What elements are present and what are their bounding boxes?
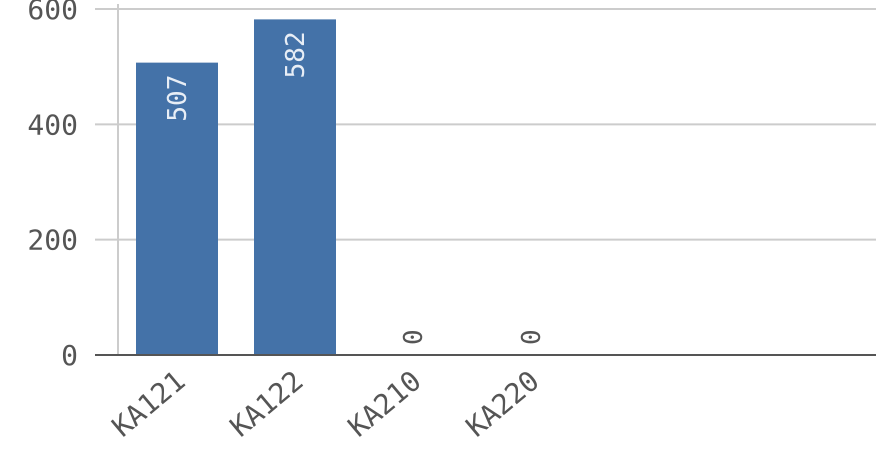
y-tick-label: 600 (27, 0, 78, 26)
gridlines (95, 8, 876, 241)
bars (136, 19, 336, 355)
data-label: 0 (517, 329, 547, 345)
data-labels: 507 582 0 0 (163, 31, 547, 345)
y-tick-label: 0 (61, 339, 78, 372)
y-tick-labels: 0 200 400 600 (27, 0, 78, 372)
data-label: 507 (163, 75, 193, 122)
data-label: 0 (399, 329, 429, 345)
y-tick-label: 400 (27, 108, 78, 141)
bar-ka121 (136, 62, 218, 355)
data-label: 582 (281, 31, 311, 78)
axes (95, 4, 876, 356)
x-tick-label: KA210 (342, 364, 428, 443)
x-tick-label: KA220 (460, 364, 546, 443)
x-tick-label: KA121 (106, 364, 192, 443)
y-tick-label: 200 (27, 224, 78, 257)
x-tick-label: KA122 (224, 364, 310, 443)
x-tick-labels: KA121 KA122 KA210 KA220 (106, 364, 546, 443)
bar-ka122 (254, 19, 336, 355)
